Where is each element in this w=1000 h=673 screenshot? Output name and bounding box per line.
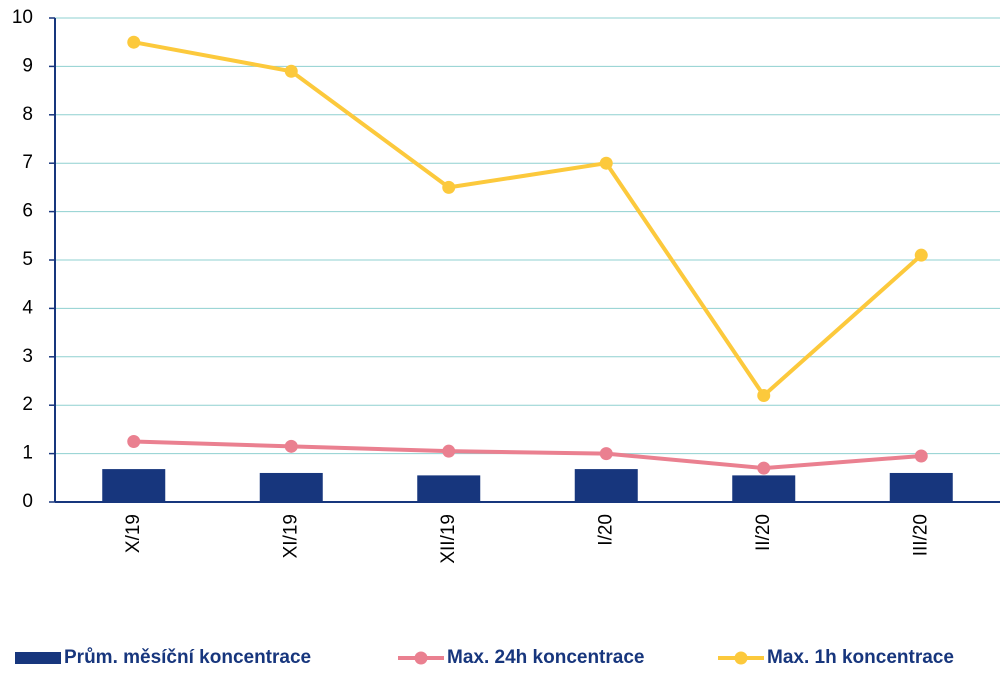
- line: [133, 439, 922, 471]
- y-tick-label: 5: [22, 249, 33, 270]
- marker: [442, 180, 456, 194]
- marker: [442, 444, 456, 458]
- marker: [914, 248, 928, 262]
- bar: [574, 469, 638, 502]
- line: [133, 40, 923, 399]
- y-tick-label: 9: [22, 55, 33, 76]
- marker: [914, 449, 928, 463]
- legend-label: Max. 24h koncentrace: [447, 647, 644, 668]
- bar: [417, 475, 481, 502]
- legend-label: Max. 1h koncentrace: [767, 647, 954, 668]
- bar: [102, 469, 166, 502]
- x-tick-label: XI/19: [280, 514, 301, 558]
- y-tick-label: 0: [22, 491, 33, 512]
- y-tick-label: 6: [22, 201, 33, 222]
- x-tick-label: XII/19: [438, 514, 459, 564]
- marker: [599, 156, 613, 170]
- y-tick-label: 3: [22, 346, 33, 367]
- y-tick-label: 2: [22, 394, 33, 415]
- x-tick-label: X/19: [123, 514, 144, 553]
- y-tick-label: 4: [22, 297, 33, 318]
- y-tick-label: 8: [22, 104, 33, 125]
- marker: [757, 389, 771, 403]
- marker: [127, 435, 141, 448]
- x-tick-label: III/20: [910, 514, 931, 556]
- bar: [732, 475, 796, 502]
- bar: [889, 472, 953, 502]
- legend-swatch: [734, 651, 748, 665]
- y-tick-label: 1: [22, 443, 33, 464]
- legend-swatch: [414, 651, 428, 665]
- x-tick-label: I/20: [595, 514, 616, 546]
- x-tick-label: II/20: [753, 514, 774, 551]
- y-tick-label: 7: [22, 152, 33, 173]
- legend-swatch: [15, 652, 61, 664]
- marker: [284, 439, 298, 453]
- y-tick-label: 10: [12, 7, 33, 28]
- legend-label: Prům. měsíční koncentrace: [64, 647, 311, 668]
- marker: [599, 447, 613, 461]
- marker: [757, 461, 771, 475]
- marker: [127, 35, 141, 49]
- marker: [284, 64, 298, 78]
- bar: [259, 472, 323, 502]
